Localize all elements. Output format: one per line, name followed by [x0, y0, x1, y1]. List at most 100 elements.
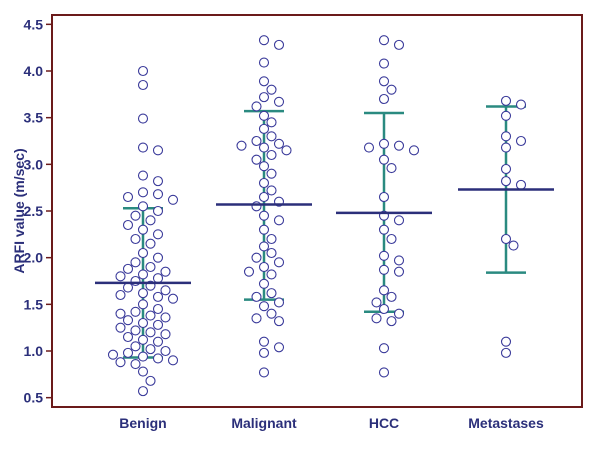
data-point [137, 142, 149, 153]
data-point [122, 219, 134, 231]
data-point [258, 177, 270, 189]
data-point [145, 215, 156, 226]
data-point [122, 191, 134, 203]
data-point [115, 308, 126, 319]
data-point [371, 313, 382, 324]
data-point [167, 355, 179, 366]
data-point [145, 261, 156, 273]
data-point [273, 138, 285, 149]
data-point [393, 255, 405, 266]
data-point [236, 140, 247, 151]
data-point [266, 247, 277, 259]
data-point [273, 96, 285, 107]
data-point [258, 336, 270, 347]
data-point [122, 315, 134, 326]
data-point [130, 359, 141, 370]
data-point [251, 154, 262, 165]
data-point [145, 310, 156, 321]
data-point [115, 357, 126, 368]
group-benign [95, 65, 191, 397]
data-point [137, 299, 149, 310]
data-point [137, 113, 149, 124]
data-point [266, 131, 277, 142]
data-point [160, 345, 171, 357]
data-point [258, 92, 270, 103]
data-point [393, 215, 405, 226]
data-point [122, 263, 134, 274]
data-point [258, 76, 270, 87]
y-tick-label: 3.5 [24, 110, 44, 126]
data-point [122, 331, 134, 343]
data-point [251, 101, 262, 112]
data-point [258, 161, 270, 172]
data-point [137, 334, 149, 345]
y-tick-label: 3.0 [24, 156, 44, 172]
data-point [266, 117, 277, 128]
group-malignant [216, 35, 312, 378]
data-point [122, 282, 134, 293]
data-point [408, 145, 420, 156]
data-point [378, 58, 390, 69]
data-point [500, 142, 512, 153]
y-tick-label: 2.5 [24, 203, 44, 219]
data-point [393, 140, 405, 151]
data-point [258, 110, 270, 121]
data-point [137, 79, 149, 91]
data-point [258, 261, 270, 273]
data-point [258, 210, 270, 221]
data-point [115, 322, 126, 333]
x-axis: Benign Malignant HCC Metastases [119, 415, 544, 431]
data-point [152, 189, 164, 200]
data-point [137, 224, 149, 235]
data-point [515, 99, 527, 110]
data-point [122, 347, 134, 358]
data-point [243, 266, 255, 277]
data-point [500, 131, 512, 142]
group-metastases [458, 95, 554, 358]
data-point [251, 201, 262, 212]
x-category-label: Malignant [231, 415, 297, 431]
data-point [378, 250, 390, 261]
data-point [160, 312, 171, 323]
data-point [500, 110, 512, 121]
data-point [137, 170, 149, 181]
data-point [393, 308, 405, 319]
y-tick-label: 1.5 [24, 296, 44, 312]
data-point [378, 76, 390, 87]
data-point [160, 329, 171, 340]
data-point [378, 138, 390, 149]
data-point [145, 327, 156, 338]
data-point [273, 39, 285, 50]
data-point [167, 293, 179, 304]
data-point [160, 285, 171, 296]
data-point [378, 343, 390, 354]
data-point [130, 257, 141, 268]
data-point [266, 288, 277, 299]
data-point [386, 316, 397, 327]
data-point [258, 367, 270, 378]
data-point [515, 179, 527, 190]
data-point [137, 187, 149, 198]
data-point [273, 257, 285, 268]
data-point [137, 351, 149, 362]
data-point [152, 273, 164, 284]
y-tick-label: 0.5 [24, 390, 44, 406]
data-point [145, 375, 156, 386]
groups-layer [95, 35, 554, 397]
data-point [266, 185, 277, 196]
data-point [137, 247, 149, 259]
data-point [251, 291, 262, 302]
data-point [137, 317, 149, 329]
data-point [152, 205, 164, 217]
data-point [130, 306, 141, 317]
data-point [378, 264, 390, 275]
data-point [152, 252, 164, 263]
data-point [378, 303, 390, 315]
data-point [258, 57, 270, 68]
data-point [273, 316, 285, 327]
data-point [152, 291, 164, 302]
x-category-label: HCC [369, 415, 399, 431]
data-point [152, 319, 164, 330]
data-point [500, 163, 512, 175]
